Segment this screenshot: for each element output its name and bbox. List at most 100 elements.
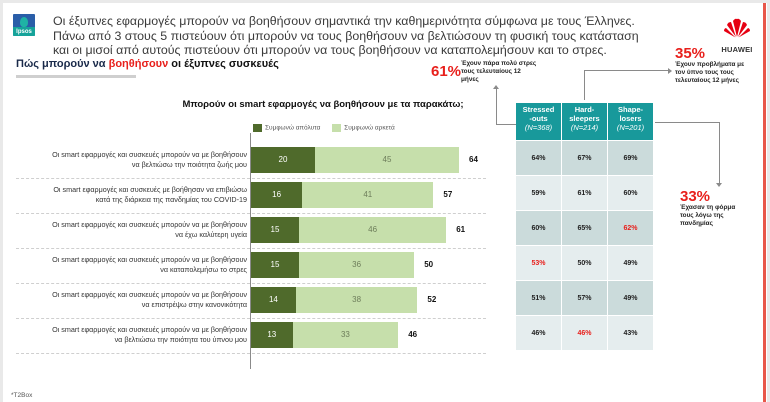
annotation-line: τελευταίους 12 μήνες [675, 77, 739, 84]
arrow-down-icon [716, 183, 722, 187]
bar-total-label: 52 [427, 295, 437, 304]
bar-strongly-agree: 15 [251, 217, 299, 243]
table-column-header: Hard-sleepers (N=214) [562, 103, 608, 140]
table-cell: 64% [516, 141, 562, 176]
bar-somewhat-agree: 45 [315, 147, 459, 173]
table-cell: 60% [516, 211, 562, 246]
column-header-line1: Shape- [617, 105, 643, 114]
annotation-sleepers: 35% [675, 45, 705, 63]
bar-somewhat-agree: 38 [295, 287, 418, 313]
huawei-petals-icon [724, 18, 750, 38]
row-label-line: Οι smart εφαρμογές και συσκευές μπορούν … [52, 290, 247, 299]
connector-sleepers-vertical [584, 70, 585, 100]
table-cell: 43% [608, 316, 654, 351]
table-column-header: Stressed -outs (N=368) [516, 103, 562, 140]
column-header-n: (N=214) [570, 123, 599, 132]
annotation-shape-text: Έχασαν τη φόρμα τους λόγω της πανδημίας [680, 204, 735, 228]
row-label-line: Οι smart εφαρμογές και συσκευές με βοήθη… [53, 185, 247, 194]
ipsos-logo: Ipsos [13, 14, 35, 36]
connector-stressed-vertical [496, 88, 497, 125]
headline-line-1: Οι έξυπνες εφαρμογές μπορούν να βοηθήσου… [53, 14, 635, 28]
row-label: Οι smart εφαρμογές και συσκευές με βοήθη… [17, 185, 247, 205]
row-label-line: να επιστρέψω στην κανονικότητα [141, 300, 247, 309]
annotation-stressed: 61% [431, 63, 461, 81]
bar-total-label: 46 [408, 330, 418, 339]
legend-label: Συμφωνώ απόλυτα [265, 124, 321, 132]
annotation-line: τον ύπνο τους τους [675, 69, 734, 76]
bar-somewhat-agree: 41 [302, 182, 434, 208]
table-cell: 51% [516, 281, 562, 316]
table-cell: 59% [516, 176, 562, 211]
bar-somewhat-agree: 46 [299, 217, 447, 243]
row-separator [16, 283, 486, 284]
connector-shape-vertical [719, 122, 720, 184]
table-cell: 67% [562, 141, 608, 176]
row-separator [16, 178, 486, 179]
section-subtitle: Πώς μπορούν να βοηθήσουν οι έξυπνες συσκ… [16, 58, 279, 70]
column-header-line2: -outs [529, 114, 548, 123]
bar-strongly-agree: 15 [251, 252, 299, 278]
row-label: Οι smart εφαρμογές και συσκευές μπορούν … [17, 255, 247, 275]
table-cell: 49% [608, 281, 654, 316]
bar-strongly-agree: 20 [251, 147, 315, 173]
row-label-line: Οι smart εφαρμογές και συσκευές μπορούν … [52, 325, 247, 334]
connector-stressed-horizontal [496, 124, 516, 125]
table-cell: 46% [516, 316, 562, 351]
annotation-value: 35% [675, 45, 706, 62]
table-cell: 53% [516, 246, 562, 281]
subtitle-part-1: Πώς μπορούν να [16, 58, 109, 70]
row-label: Οι smart εφαρμογές και συσκευές μπορούν … [17, 220, 247, 240]
annotation-shape: 33% [680, 188, 710, 206]
legend-item-somewhat-agree: Συμφωνώ αρκετά [332, 124, 395, 132]
table-column-header: Shape-losers (N=201) [608, 103, 654, 140]
connector-sleepers-horizontal [584, 70, 668, 71]
bar-total-label: 61 [456, 225, 466, 234]
headline: Οι έξυπνες εφαρμογές μπορούν να βοηθήσου… [53, 14, 733, 58]
row-separator [16, 248, 486, 249]
table-cell: 62% [608, 211, 654, 246]
row-label: Οι smart εφαρμογές και συσκευές μπορούν … [17, 325, 247, 345]
right-accent-line [763, 3, 766, 402]
annotation-value: 61% [431, 63, 462, 80]
arrow-right-icon [668, 68, 672, 74]
huawei-logo: HUAWEI [717, 18, 757, 54]
row-label-line: Οι smart εφαρμογές και συσκευές μπορούν … [52, 255, 247, 264]
annotation-sleepers-text: Έχουν προβλήματα με τον ύπνο τους τους τ… [675, 61, 744, 85]
bar-strongly-agree: 16 [251, 182, 303, 208]
column-header-line1: Stressed [522, 105, 555, 114]
table-cell: 60% [608, 176, 654, 211]
table-cell: 69% [608, 141, 654, 176]
table-cell: 65% [562, 211, 608, 246]
connector-shape-horizontal [655, 122, 719, 123]
row-label-line: να καταπολεμήσω το στρες [160, 265, 247, 274]
table-cell: 49% [608, 246, 654, 281]
annotation-line: πανδημίας [680, 220, 713, 227]
annotation-line: Έχουν πάρα πολύ στρες [461, 60, 537, 67]
column-header-line2: losers [619, 114, 642, 123]
bar-strongly-agree: 13 [251, 322, 293, 348]
row-separator [16, 213, 486, 214]
footnote: *T2Box [11, 392, 33, 399]
annotation-line: τους τελευταίους 12 [461, 68, 521, 75]
table-cell: 50% [562, 246, 608, 281]
bar-strongly-agree: 14 [251, 287, 296, 313]
legend-swatch-strongly-agree [253, 124, 262, 132]
bar-somewhat-agree: 33 [292, 322, 399, 348]
subtitle-part-3: οι έξυπνες συσκευές [168, 58, 279, 70]
annotation-line: Έχουν προβλήματα με [675, 61, 745, 68]
bar-total-label: 57 [443, 190, 453, 199]
chart-axis [250, 133, 251, 369]
bar-somewhat-agree: 36 [299, 252, 415, 278]
row-label: Οι smart εφαρμογές και συσκευές μπορούν … [17, 150, 247, 170]
annotation-line: Έχασαν τη φόρμα [680, 204, 736, 211]
row-label: Οι smart εφαρμογές και συσκευές μπορούν … [17, 290, 247, 310]
column-header-n: (N=201) [616, 123, 645, 132]
chart-title: Μπορούν οι smart εφαρμογές να βοηθήσουν … [182, 99, 464, 110]
column-header-n: (N=368) [524, 123, 553, 132]
legend-swatch-somewhat-agree [332, 124, 342, 132]
annotation-value: 33% [680, 188, 711, 205]
row-label-line: Οι smart εφαρμογές και συσκευές μπορούν … [52, 220, 247, 229]
annotation-stressed-text: Έχουν πάρα πολύ στρες τους τελευταίους 1… [461, 60, 536, 84]
row-label-line: να βελτιώσω την ποιότητα του ύπνου μου [114, 335, 247, 344]
row-separator [16, 318, 486, 319]
